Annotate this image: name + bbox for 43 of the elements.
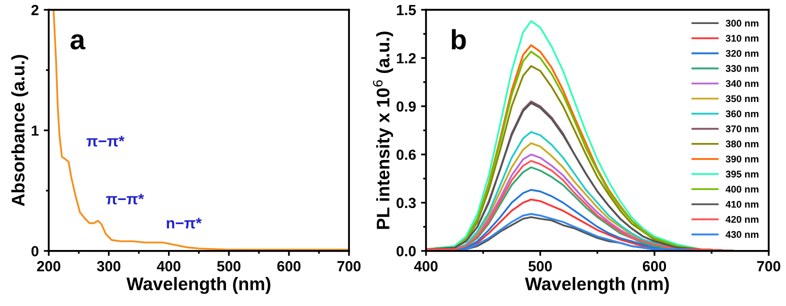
legend-label: 330 nm bbox=[726, 65, 758, 72]
x-tick-label: 500 bbox=[217, 261, 240, 272]
y-tick-label: 0.6 bbox=[396, 150, 416, 160]
legend-label: 340 nm bbox=[726, 80, 758, 88]
x-tick-label: 700 bbox=[757, 261, 780, 272]
legend-label: 360 nm bbox=[726, 110, 758, 118]
x-axis-title: Wavelength (nm) bbox=[126, 277, 270, 294]
legend-label: 400 nm bbox=[726, 186, 758, 193]
legend-label: 350 nm bbox=[726, 95, 758, 102]
y-tick-label: 1.2 bbox=[396, 53, 416, 64]
y-axis-title: PL intensity x 10$^{6}$ (a.u.) bbox=[373, 32, 394, 229]
x-tick-label: 200 bbox=[37, 261, 60, 272]
y-tick-label: 0 bbox=[31, 246, 38, 256]
legend-label: 395 nm bbox=[726, 170, 758, 178]
annotation: a bbox=[70, 34, 86, 50]
x-tick-label: 300 bbox=[96, 261, 120, 272]
x-tick-label: 600 bbox=[277, 261, 301, 272]
legend-label: 370 nm bbox=[726, 125, 758, 132]
y-tick-label: 0.0 bbox=[396, 246, 416, 256]
legend-label: 380 nm bbox=[726, 140, 758, 148]
y-tick-label: 0.9 bbox=[396, 101, 416, 112]
annotation: π−π* bbox=[86, 136, 125, 147]
x-tick-label: 600 bbox=[642, 261, 666, 272]
annotation: n−π* bbox=[166, 218, 202, 228]
annotation: π−π* bbox=[106, 194, 144, 204]
legend-label: 420 nm bbox=[726, 216, 758, 223]
legend-label: 310 nm bbox=[726, 34, 758, 42]
legend-label: 300 nm bbox=[726, 20, 758, 27]
x-tick-label: 400 bbox=[414, 261, 438, 272]
x-tick-label: 500 bbox=[528, 261, 552, 272]
legend-label: 390 nm bbox=[726, 156, 758, 162]
x-axis-title: Wavelength (nm) bbox=[524, 277, 669, 294]
legend-label: 320 nm bbox=[726, 50, 758, 57]
annotation: b bbox=[452, 29, 466, 50]
x-tick-label: 700 bbox=[337, 261, 361, 272]
y-tick-label: 0.3 bbox=[396, 198, 416, 208]
y-tick-label: 1 bbox=[32, 126, 39, 136]
x-tick-label: 400 bbox=[156, 261, 180, 272]
legend-label: 410 nm bbox=[726, 200, 758, 208]
y-tick-label: 2 bbox=[31, 4, 38, 16]
y-tick-label: 1.5 bbox=[396, 5, 416, 16]
y-axis-title: Absorbance (a.u.) bbox=[11, 55, 28, 206]
legend-label: 430 nm bbox=[726, 231, 758, 238]
